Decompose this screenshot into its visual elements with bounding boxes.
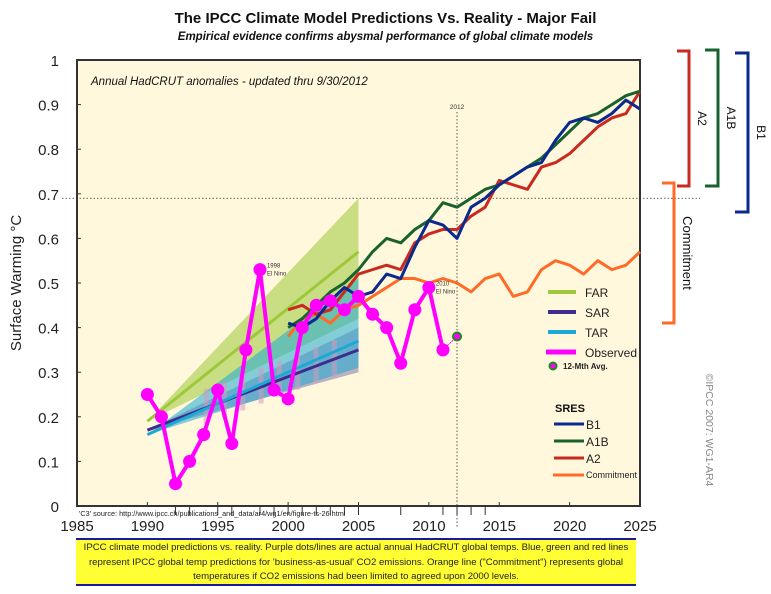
band-center-far <box>146 250 360 423</box>
annotation-text: Annual HadCRUT anomalies - updated thru … <box>90 76 368 88</box>
observed-point <box>211 383 225 397</box>
observed-point <box>422 280 436 294</box>
chart-title: The IPCC Climate Model Predictions Vs. R… <box>174 10 597 27</box>
observed-point <box>253 263 267 277</box>
legend-label: Observed <box>585 346 637 360</box>
y-tick-label: 0.3 <box>38 365 59 382</box>
observed-point <box>225 437 239 451</box>
observed-point <box>295 321 309 335</box>
band-center-tar <box>146 339 360 437</box>
source-note: 'C3' source: http://www.ipcc.ch/publicat… <box>79 509 346 518</box>
twelve-month-avg-point <box>452 331 463 342</box>
legend-marker-12mth <box>548 361 558 371</box>
legend-label: B1 <box>586 418 601 432</box>
chart-subtitle: Empirical evidence confirms abysmal perf… <box>177 31 594 43</box>
bracket-label-a1b: A1B <box>724 107 738 130</box>
bracket-a2 <box>677 49 691 188</box>
observed-point <box>169 477 183 491</box>
y-tick-label: 0.4 <box>38 321 59 338</box>
point-annotation-year: 1998 <box>267 264 281 270</box>
observed-point <box>140 388 154 401</box>
observed-point <box>197 428 211 442</box>
caption-box: IPCC climate model predictions vs. reali… <box>76 538 636 586</box>
observed-point <box>239 343 253 357</box>
legend-label: Commitment <box>586 470 638 480</box>
y-tick-label: 0.1 <box>38 454 59 471</box>
bracket-a1b <box>705 48 720 188</box>
legend-label: A2 <box>586 452 601 466</box>
legend-label: 12-Mth Avg. <box>563 362 608 371</box>
x-tick-label: 2010 <box>412 518 445 535</box>
observed-point <box>366 307 380 321</box>
bracket-b1 <box>735 51 750 214</box>
observed-point <box>394 356 408 370</box>
y-tick-label: 0.5 <box>38 276 59 293</box>
y-tick-label: 0.2 <box>38 410 59 427</box>
x-tick-label: 2025 <box>623 518 656 535</box>
bracket-commitment <box>662 181 676 325</box>
x-tick-label: 1990 <box>131 518 164 535</box>
observed-point <box>380 321 394 335</box>
point-annotation-label: El Nino <box>267 272 287 278</box>
legend-label: A1B <box>586 435 609 449</box>
observed-point <box>281 392 295 406</box>
y-tick-label: 0.6 <box>38 231 59 248</box>
observed-point <box>309 298 323 312</box>
observed-point <box>323 294 337 308</box>
x-tick-label: 2000 <box>271 518 304 535</box>
observed-point <box>267 383 281 397</box>
observed-point <box>183 454 197 468</box>
y-tick-label: 0.7 <box>38 187 59 204</box>
chart: 2012 1998 El Nino 2010 El Nino 0 0.1 0.2 0.3 0.… <box>8 48 768 535</box>
observed-point <box>154 410 168 424</box>
observed-point <box>408 303 422 317</box>
band-tar <box>147 278 359 435</box>
legend-label: FAR <box>585 286 609 300</box>
bracket-label-commitment: Commitment <box>680 216 695 290</box>
legend-label: SAR <box>585 306 610 320</box>
point-annotation-label: El Nino <box>436 289 456 295</box>
legend-sres-title: SRES <box>555 403 585 415</box>
y-tick-label: 0.9 <box>38 98 59 115</box>
x-tick-label: 1985 <box>60 518 93 535</box>
x-tick-label: 2015 <box>483 518 516 535</box>
observed-point <box>352 289 365 303</box>
x-tick-label: 2005 <box>342 518 375 535</box>
observed-point <box>337 303 351 317</box>
copyright-text: ©IPCC 2007: WG1-AR4 <box>703 374 715 487</box>
series-line-b1 <box>287 98 641 330</box>
reference-line-label: 2012 <box>450 104 465 111</box>
y-tick-label: 0.8 <box>38 142 59 159</box>
legend-label: TAR <box>585 326 608 340</box>
point-annotation-year: 2010 <box>436 281 450 287</box>
x-tick-label: 2020 <box>553 518 586 535</box>
bracket-label-b1: B1 <box>754 125 768 140</box>
series-line-observed <box>145 267 445 486</box>
band-center-sar <box>146 348 360 432</box>
y-tick-label: 0 <box>51 499 59 516</box>
bracket-label-a2: A2 <box>695 111 709 126</box>
x-tick-label: 1995 <box>201 518 234 535</box>
y-axis-label: Surface Warming °C <box>8 215 25 351</box>
y-tick-label: 1 <box>51 53 59 70</box>
